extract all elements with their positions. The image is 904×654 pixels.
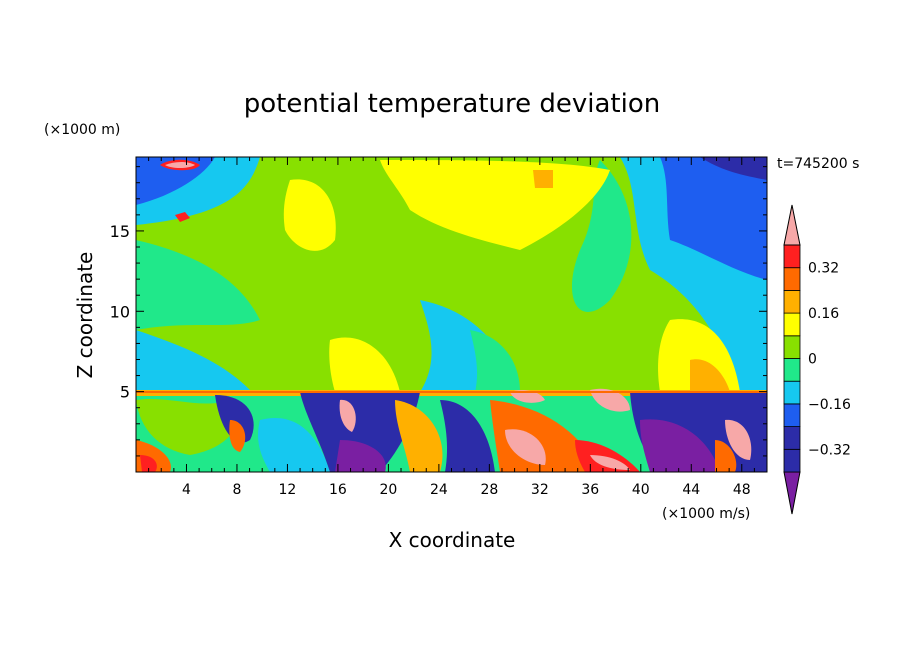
x-tick-label: 28: [480, 482, 498, 498]
contour-field: [136, 157, 767, 472]
x-unit-label: (×1000 m/s): [662, 506, 750, 522]
colorbar-bin: [783, 244, 801, 269]
colorbar-bin: [783, 380, 801, 405]
y-axis: 5 10 15: [110, 166, 767, 457]
colorbar-tick-label: 0: [808, 352, 817, 368]
colorbar-bin: [783, 335, 801, 359]
x-tick-label: 4: [182, 482, 191, 498]
colorbar-under-triangle: [783, 471, 801, 515]
x-tick-label: 16: [329, 482, 347, 498]
y-tick-label: 10: [110, 302, 130, 321]
x-tick-label: 36: [581, 482, 599, 498]
x-tick-label: 24: [430, 482, 448, 498]
x-tick-label: 40: [632, 482, 650, 498]
x-axis: 4 8 12 16 20 24 28 32 36 40 44 48: [148, 157, 755, 498]
colorbar-bin: [783, 267, 801, 291]
x-tick-label: 20: [379, 482, 397, 498]
colorbar-bin: [783, 358, 801, 382]
colorbar-tick-label: −0.32: [808, 442, 851, 458]
colorbar-bin: [783, 312, 801, 337]
x-axis-label: X coordinate: [389, 528, 516, 552]
colorbar-over-triangle: [783, 204, 801, 246]
y-tick-label: 15: [110, 222, 130, 241]
colorbar-bin: [783, 403, 801, 427]
colorbar-tick-label: 0.32: [808, 261, 839, 277]
x-tick-label: 32: [531, 482, 549, 498]
y-tick-label: 5: [120, 383, 130, 402]
colorbar: 0.32 0.16 0 −0.16 −0.32: [783, 204, 851, 515]
colorbar-bin: [783, 289, 801, 314]
chart-title: potential temperature deviation: [244, 89, 660, 119]
y-unit-label: (×1000 m): [44, 122, 120, 138]
colorbar-tick-label: 0.16: [808, 306, 839, 322]
colorbar-bin: [783, 448, 801, 473]
x-tick-label: 44: [682, 482, 700, 498]
colorbar-tick-label: −0.16: [808, 397, 851, 413]
x-tick-label: 8: [232, 482, 241, 498]
x-tick-label: 48: [733, 482, 751, 498]
y-axis-label: Z coordinate: [73, 252, 97, 379]
x-tick-label: 12: [279, 482, 297, 498]
colorbar-bin: [783, 426, 801, 450]
time-label: t=745200 s: [777, 156, 859, 172]
